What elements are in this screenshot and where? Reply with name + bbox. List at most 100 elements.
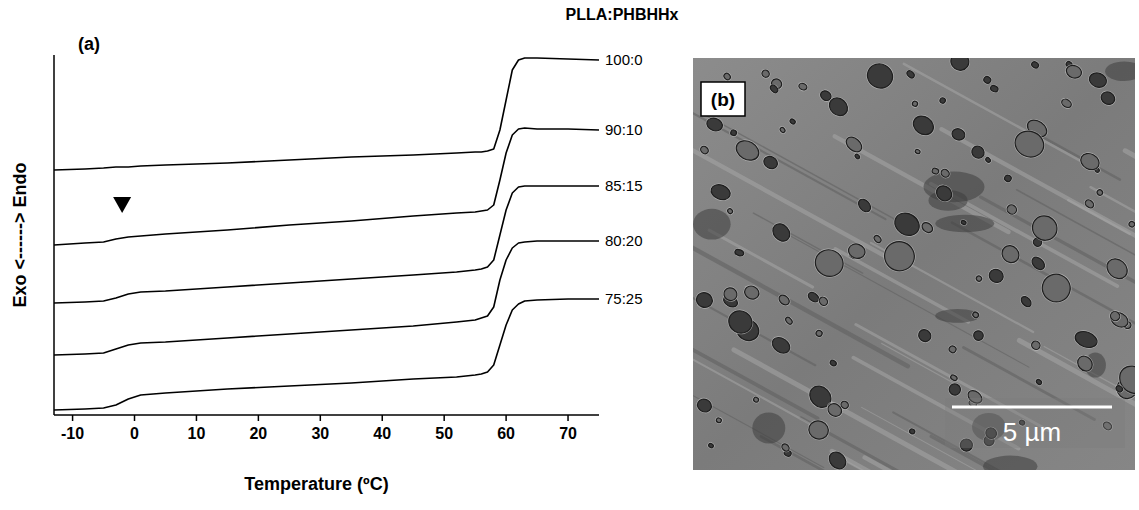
sem-streak	[693, 252, 815, 365]
pore	[1103, 255, 1131, 283]
sem-pore	[824, 447, 851, 470]
scale-bar	[952, 406, 1112, 409]
pore	[975, 275, 983, 283]
sem-streak	[1068, 200, 1130, 234]
sem-streak	[693, 360, 814, 427]
sem-pore	[879, 236, 920, 277]
pore	[906, 69, 916, 79]
pore	[829, 359, 837, 367]
series-label: 80:20	[605, 232, 643, 249]
sem-pore	[741, 282, 763, 303]
pore	[695, 397, 713, 415]
pore-rim	[949, 125, 968, 143]
pore	[940, 168, 951, 179]
pore-rim	[845, 240, 869, 262]
sem-pore	[828, 358, 839, 369]
pore-rim	[783, 314, 795, 327]
pore-rim	[946, 58, 974, 75]
sem-pore	[970, 327, 987, 344]
sem-pore	[1094, 187, 1105, 198]
pore-rim	[1018, 293, 1035, 310]
pore	[716, 417, 722, 423]
sem-pore	[946, 380, 965, 398]
dsc-curve	[54, 58, 599, 170]
pore-rim	[930, 166, 941, 177]
pore-rim	[904, 68, 917, 81]
sem-pore	[904, 68, 917, 81]
pore	[1031, 61, 1040, 70]
pore-rim	[879, 236, 920, 277]
pore	[843, 134, 864, 155]
pore	[950, 374, 958, 382]
series-label: 85:15	[605, 177, 643, 194]
sem-pore	[703, 114, 725, 134]
pore-rim	[714, 416, 724, 425]
sem-pore	[1028, 338, 1043, 353]
pore	[933, 183, 954, 204]
pore-rim	[981, 74, 994, 87]
sem-pore	[779, 441, 793, 454]
pore	[777, 293, 791, 307]
pore	[1109, 310, 1122, 323]
sem-pore	[760, 152, 781, 172]
pore	[863, 60, 897, 93]
sem-pore	[938, 95, 948, 105]
pore	[912, 100, 919, 107]
pore	[985, 157, 991, 163]
pore-rim	[796, 81, 809, 93]
sem-streak	[780, 230, 1029, 367]
sem-pore	[1086, 69, 1110, 91]
x-tick	[443, 415, 445, 421]
sem-pore	[946, 343, 959, 356]
pore-rim	[946, 380, 965, 398]
sem-pore	[1107, 308, 1123, 324]
pore	[948, 345, 957, 354]
pore	[818, 296, 830, 308]
pore	[769, 84, 779, 94]
sem-streak	[693, 245, 908, 366]
pore-rim	[1076, 149, 1103, 175]
pore-rim	[932, 181, 957, 206]
y-axis	[53, 55, 55, 415]
sem-pore	[852, 152, 862, 162]
sem-pore	[983, 155, 993, 165]
series-label: 90:10	[605, 121, 643, 138]
pore-rim	[760, 152, 781, 172]
sem-pore	[707, 180, 734, 203]
pore	[721, 285, 739, 303]
pore	[1128, 220, 1135, 228]
sem-pore	[1059, 96, 1075, 111]
pore-rim	[778, 125, 788, 135]
x-tick-label: 70	[559, 425, 577, 442]
pore	[1096, 189, 1104, 197]
legend-title: PLLA:PHBHHx	[566, 6, 679, 23]
sem-pore	[767, 82, 781, 96]
sem-pore	[809, 244, 849, 283]
sem-pore	[1071, 327, 1100, 352]
pore-rim	[768, 333, 795, 358]
pore	[815, 329, 823, 337]
pore	[990, 84, 999, 93]
pore-rim	[1112, 359, 1135, 401]
pore	[762, 154, 780, 171]
pore-rim	[1097, 88, 1118, 109]
pore	[709, 182, 732, 202]
pore	[939, 97, 946, 104]
sem-streak	[1125, 151, 1135, 211]
sem-streak	[693, 337, 818, 419]
pore-rim	[728, 128, 739, 138]
pore	[769, 220, 793, 244]
pore	[854, 153, 860, 159]
sem-pore	[1002, 172, 1014, 184]
pore	[806, 418, 831, 442]
figure: -10010203040506070Temperature (ºC)Exo <-…	[0, 0, 1139, 510]
sem-streak	[693, 113, 885, 219]
plot-lines	[54, 58, 599, 410]
pore-rim	[809, 244, 849, 283]
pore-rim	[988, 83, 1001, 95]
pore	[723, 72, 732, 81]
panel-label: (b)	[711, 89, 735, 110]
sem-pore	[918, 219, 936, 237]
pore	[742, 284, 761, 302]
pore-rim	[910, 99, 920, 109]
